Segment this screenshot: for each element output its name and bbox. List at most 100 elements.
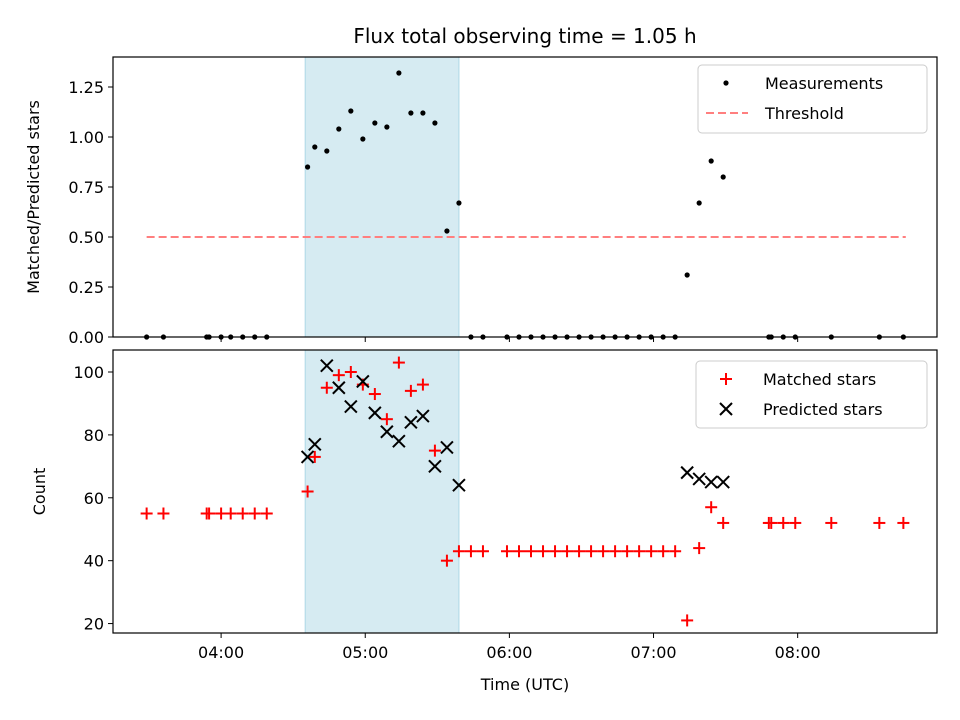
x-tick-label: 06:00: [486, 643, 532, 662]
measurement-point: [360, 136, 366, 142]
matched-star-point: [224, 507, 237, 520]
matched-star-point: [500, 545, 513, 558]
y-tick-label: 0.00: [68, 328, 104, 347]
measurement-point: [408, 110, 414, 116]
measurement-point: [432, 120, 438, 126]
matched-star-points: [140, 356, 910, 627]
measurement-points: [144, 70, 906, 340]
matched-star-point: [777, 516, 790, 529]
top-axes-frame: [112, 56, 938, 338]
matched-star-point: [476, 545, 489, 558]
bottom-x-ticks: 04:00 05:00 06:00 07:00 08:00: [198, 633, 821, 662]
measurement-point: [444, 228, 450, 234]
y-tick-label: 80: [84, 426, 104, 445]
y-tick-label: 100: [73, 363, 104, 382]
predicted-star-point: [332, 381, 346, 395]
measurement-point: [312, 144, 318, 150]
predicted-star-point: [404, 415, 418, 430]
matched-star-point: [428, 444, 441, 457]
predicted-star-point: [680, 465, 694, 480]
predicted-star-point: [416, 409, 430, 423]
predicted-star-point: [368, 406, 382, 420]
legend-predicted-label: Predicted stars: [763, 400, 883, 419]
y-tick-label: 20: [84, 615, 104, 634]
bottom-panel: 20 40 60 80 100 04:00 05:00 06:00 07:00 08:00 Co…: [30, 349, 938, 694]
matched-star-point: [693, 542, 706, 555]
predicted-star-point: [716, 475, 730, 489]
x-tick-label: 05:00: [342, 643, 388, 662]
top-y-axis-label: Matched/Predicted stars: [24, 100, 43, 294]
x-tick-label: 07:00: [630, 643, 676, 662]
matched-star-point: [573, 545, 586, 558]
matched-star-point: [537, 545, 550, 558]
predicted-star-point: [692, 472, 706, 486]
top-legend: Measurements Threshold: [697, 64, 928, 134]
predicted-star-point: [380, 425, 394, 439]
matched-star-point: [140, 507, 153, 520]
matched-star-point: [308, 450, 321, 463]
matched-star-point: [669, 545, 682, 558]
matched-star-point: [765, 516, 778, 529]
bottom-axes-frame: [112, 349, 938, 634]
predicted-star-point: [356, 374, 370, 389]
matched-star-point: [380, 413, 393, 426]
matched-star-point: [320, 381, 333, 394]
x-tick-label: 04:00: [198, 643, 244, 662]
measurement-point: [336, 126, 342, 132]
measurement-point: [324, 148, 330, 154]
matched-star-point: [512, 545, 525, 558]
matched-star-point: [404, 384, 417, 397]
matched-star-point: [717, 516, 730, 529]
matched-star-point: [549, 545, 562, 558]
matched-star-point: [897, 516, 910, 529]
measurement-point: [372, 120, 378, 126]
matched-star-point: [392, 356, 405, 369]
predicted-star-point: [428, 459, 442, 474]
matched-star-point: [789, 516, 802, 529]
legend-measurement-marker: [723, 80, 729, 86]
matched-star-point: [416, 378, 429, 391]
measurement-point: [696, 200, 702, 206]
chart-title: Flux total observing time = 1.05 h: [353, 24, 696, 48]
bottom-legend: Matched stars Predicted stars: [695, 360, 928, 429]
measurement-point: [304, 164, 311, 170]
measurement-point: [684, 272, 690, 278]
top-legend-box: [697, 64, 928, 134]
y-tick-label: 1.25: [68, 78, 104, 97]
matched-star-point: [561, 545, 574, 558]
predicted-star-point: [344, 399, 358, 414]
matched-star-point: [203, 507, 216, 520]
matched-star-point: [609, 545, 622, 558]
predicted-star-point: [704, 475, 718, 489]
highlight-span-bottom: [304, 349, 460, 634]
matched-star-point: [633, 545, 646, 558]
matched-star-point: [657, 545, 670, 558]
predicted-star-point: [440, 440, 454, 455]
top-y-ticks: 0.00 0.25 0.50 0.75 1.00 1.25: [68, 78, 113, 347]
y-tick-label: 0.75: [68, 178, 104, 197]
measurement-point: [348, 108, 354, 114]
predicted-star-point: [300, 450, 315, 464]
matched-star-point: [464, 545, 477, 558]
predicted-star-point: [308, 437, 322, 452]
matched-star-point: [597, 545, 610, 558]
legend-measurements-label: Measurements: [765, 74, 883, 93]
measurement-point: [456, 200, 462, 206]
y-tick-label: 60: [84, 489, 104, 508]
top-x-ticks: [220, 337, 799, 342]
predicted-star-point: [320, 359, 334, 373]
predicted-star-points: [300, 359, 730, 492]
matched-star-point: [236, 507, 249, 520]
matched-star-point: [585, 545, 598, 558]
matched-star-point: [157, 507, 170, 520]
predicted-star-point: [452, 478, 466, 492]
y-tick-label: 1.00: [68, 128, 104, 147]
measurement-point: [420, 110, 426, 116]
y-tick-label: 40: [84, 552, 104, 571]
matched-star-point: [368, 388, 381, 401]
measurement-point: [384, 124, 390, 130]
matched-star-point: [825, 516, 838, 529]
bottom-legend-box: [695, 360, 928, 429]
legend-matched-label: Matched stars: [763, 370, 876, 389]
matched-star-point: [440, 554, 453, 567]
